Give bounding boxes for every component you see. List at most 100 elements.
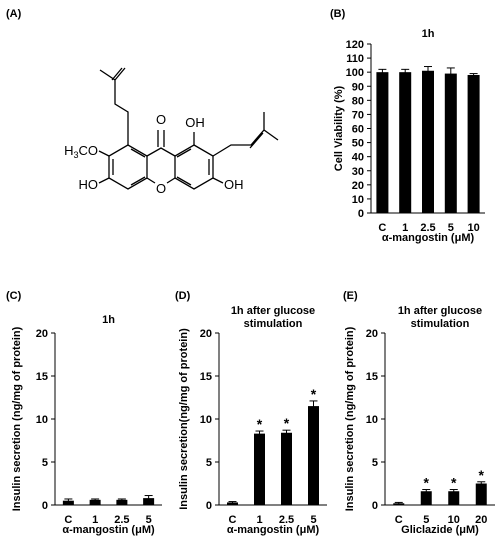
molecule-atoms: O OH H3CO HO O OH [64,112,243,196]
y-tick-label-b-6: 60 [352,124,364,136]
y-tick-label-c-0: 0 [42,500,48,512]
bar-b-1 [399,72,412,214]
bar-c-1 [89,499,101,505]
significance-mark-e-2: * [451,475,457,491]
carbonyl-bond [157,130,165,147]
chart-c-insulin-1h: 0 5 10 15 20 C 1 2.5 5 1h α-mangostin (μM) Insulin … [11,314,162,536]
category-label-d-3: 5 [310,514,316,526]
category-label-b-4: 10 [467,222,479,234]
panel-label-e: (E) [343,290,358,302]
y-tick-label-b-9: 90 [352,81,364,93]
y-tick-label-b-10: 100 [346,67,364,79]
bar-d-3 [308,406,319,505]
category-label-d-1: 1 [256,514,262,526]
y-tick-label-c-3: 15 [36,371,48,383]
bar-b-0 [376,72,389,214]
bar-c-2 [116,499,128,505]
bar-b-2 [422,70,434,213]
chart-d-insulin-glucose: 0 5 10 15 20 C 1 * 2.5 * 5 * 1h after glucose stimula… [178,305,327,536]
bar-b-3 [444,73,457,213]
y-tick-label-e-0: 0 [372,500,378,512]
atom-oh-right: OH [224,177,244,192]
chart-b-cell-viability: 0 10 20 30 40 50 60 70 80 90 100 110 120 C 1 2.5 5 10 1h α-… [333,28,485,244]
oh-right-bond [212,177,224,184]
right-ring-double-bonds [176,148,210,186]
panel-label-c: (C) [6,290,22,302]
chart-title-e: 1h after glucose stimulation [398,305,482,330]
y-axis-label-d: Insulin secretion(ng/mg of protein) [178,328,190,510]
category-label-c-3: 5 [146,514,152,526]
central-ring-bonds [146,147,176,184]
category-label-e-2: 10 [448,514,460,526]
methoxy-bond [98,150,110,157]
y-tick-label-d-4: 20 [200,328,212,340]
category-label-b-2: 2.5 [420,222,435,234]
y-tick-label-d-0: 0 [206,500,212,512]
y-tick-label-b-4: 40 [352,152,364,164]
prenyl-left-bonds [99,67,129,145]
category-label-b-3: 5 [448,222,454,234]
chart-title-c: 1h [102,314,115,326]
category-label-c-1: 1 [92,514,98,526]
chart-title-d: 1h after glucose stimulation [231,305,315,330]
y-tick-label-e-3: 15 [366,371,378,383]
bar-e-2 [448,491,460,505]
right-ring-bonds [174,144,214,190]
bar-d-1 [254,433,265,505]
y-axis-label-b: Cell Viability (%) [333,85,345,171]
x-axis-label-b: α-mangostin (μM) [382,232,475,244]
molecule-structure [98,67,279,190]
bar-d-2 [281,432,292,505]
y-tick-label-c-4: 20 [36,328,48,340]
y-tick-label-c-2: 10 [36,414,48,426]
y-tick-label-b-11: 110 [346,53,364,65]
category-label-d-0: C [229,514,237,526]
category-label-e-1: 5 [423,514,429,526]
atom-methoxy: H3CO [64,143,98,160]
x-axis-label-e: Gliclazide (μM) [401,524,479,536]
significance-mark-d-1: * [257,416,263,432]
chart-e-insulin-gliclazide: 0 5 10 15 20 C 5 * 10 * 20 * 1h after glucose stimula… [344,305,495,536]
y-tick-label-b-3: 30 [352,166,364,178]
y-tick-label-c-1: 5 [42,457,48,469]
significance-mark-e-1: * [424,475,430,491]
significance-mark-d-3: * [311,386,317,402]
atom-oh-top: OH [185,115,205,130]
prenyl-right-bonds [212,112,279,157]
x-axis-label-d: α-mangostin (μM) [227,524,320,536]
left-ring-bonds [108,144,148,190]
category-label-c-2: 2.5 [114,514,129,526]
panel-label-a: (A) [6,8,22,20]
bar-e-3 [475,483,487,505]
chart-title-b: 1h [422,28,435,40]
atom-carbonyl-o: O [156,112,166,127]
y-tick-label-e-2: 10 [366,414,378,426]
significance-mark-d-2: * [284,415,290,431]
category-label-b-1: 1 [402,222,408,234]
y-tick-label-b-7: 70 [352,109,364,121]
bar-b-4 [467,74,480,213]
category-label-e-3: 20 [475,514,487,526]
oh-left-bond [98,177,110,184]
significance-mark-e-3: * [479,467,485,483]
y-tick-label-d-2: 10 [200,414,212,426]
category-label-c-0: C [64,514,72,526]
y-tick-label-b-0: 0 [358,208,364,220]
y-axis-label-c: Insulin secretion (ng/mg of protein) [11,326,23,511]
panel-label-b: (B) [330,8,346,20]
category-label-e-0: C [395,514,403,526]
y-axis-label-e: Insulin secretion (ng/mg of protein) [344,326,356,511]
atom-ring-o: O [156,181,166,196]
atom-oh-left: HO [79,177,99,192]
y-tick-label-b-5: 50 [352,138,364,150]
y-tick-label-b-2: 20 [352,180,364,192]
bar-e-1 [420,491,432,505]
y-tick-label-e-1: 5 [372,457,378,469]
bar-d-0 [227,502,238,505]
panel-label-d: (D) [175,290,191,302]
bar-c-3 [143,498,155,505]
category-label-b-0: C [378,222,386,234]
left-ring-double-bonds [112,148,146,186]
y-tick-label-b-12: 120 [346,39,364,51]
